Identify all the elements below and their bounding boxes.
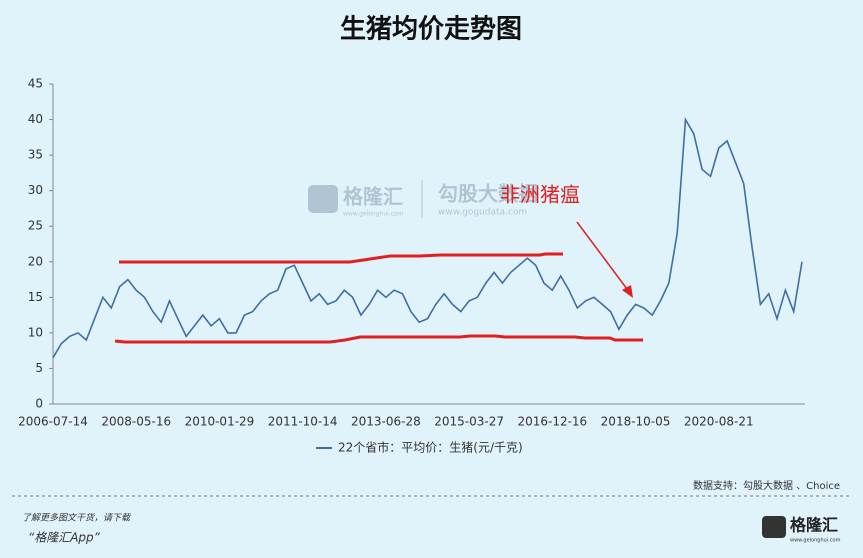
watermark-data-url: www.gogudata.com (438, 208, 527, 218)
watermark-data-brand: 勾股大数据 (438, 182, 538, 206)
y-tick-label: 0 (35, 397, 43, 411)
annotation: 非洲猪瘟 (500, 183, 580, 207)
footer-app: “格隆汇App” (28, 531, 101, 545)
x-tick-label: 2011-10-14 (268, 415, 338, 429)
footer-logo-icon (762, 516, 786, 538)
watermark-logo (308, 185, 338, 213)
annotation-arrow (576, 221, 631, 294)
y-tick-label: 20 (28, 254, 43, 268)
watermark-brand: 格隆汇 (343, 185, 403, 209)
source: 数据支持：勾股大数据 、Choice (693, 479, 840, 492)
y-tick-label: 45 (28, 77, 43, 91)
watermark-url: www.gelonghui.com (343, 211, 404, 218)
legend-label: 22个省市：平均价：生猪(元/千克) (338, 440, 523, 455)
y-tick-label: 5 (35, 361, 43, 375)
y-tick-label: 15 (28, 290, 43, 304)
footer-logo: 格隆汇 (790, 516, 838, 535)
y-tick-label: 25 (28, 219, 43, 233)
annotation-arrowhead (622, 285, 633, 298)
y-tick-label: 10 (28, 325, 43, 339)
x-tick-label: 2016-12-16 (517, 415, 587, 429)
x-tick-label: 2013-06-28 (351, 415, 421, 429)
x-tick-label: 2018-10-05 (601, 415, 671, 429)
y-tick-label: 30 (28, 183, 43, 197)
x-tick-label: 2006-07-14 (18, 415, 88, 429)
y-tick-label: 40 (28, 112, 43, 126)
footer-prompt: 了解更多图文干货，请下载 (22, 513, 131, 524)
y-tick-label: 35 (28, 148, 43, 162)
x-tick-label: 2020-08-21 (684, 415, 754, 429)
x-tick-label: 2015-03-27 (434, 415, 504, 429)
x-tick-label: 2010-01-29 (185, 415, 255, 429)
support-line (114, 334, 643, 344)
series-line (52, 116, 803, 359)
watermark: 格隆汇 www.gelonghui.com 勾股大数据 www.gogudata… (308, 180, 538, 218)
resistance-line (119, 252, 563, 264)
footer-logo-url: www.gelonghui.com (790, 538, 841, 544)
x-tick-label: 2008-05-16 (101, 415, 171, 429)
chart-title: 生猪均价走势图 (340, 15, 522, 45)
